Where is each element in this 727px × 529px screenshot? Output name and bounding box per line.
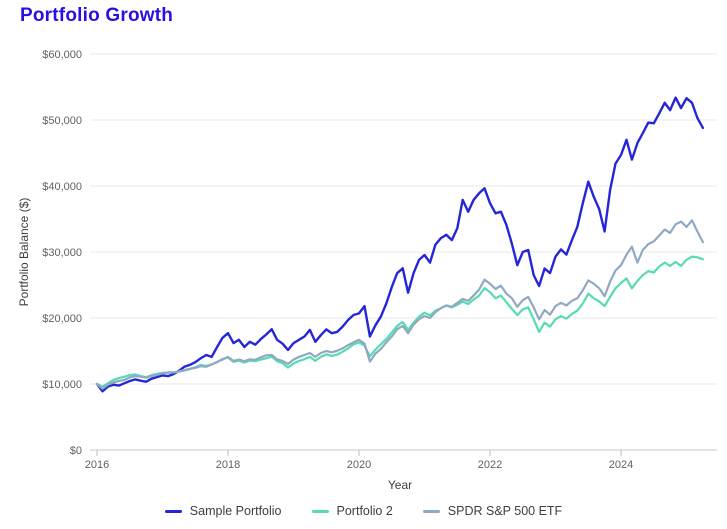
y-tick-label: $10,000 <box>42 379 82 391</box>
series-line-spdr-s-p-500-etf <box>95 219 705 390</box>
legend-label: Sample Portfolio <box>189 504 282 518</box>
series-lines-group <box>95 96 705 393</box>
y-tick-label: $40,000 <box>42 181 82 193</box>
y-tick-label: $60,000 <box>42 49 82 61</box>
x-tick-label: 2016 <box>85 459 109 471</box>
x-tick-label: 2022 <box>478 459 502 471</box>
plot-area[interactable] <box>90 54 717 450</box>
x-tick-label: 2018 <box>216 459 240 471</box>
chart-legend: Sample Portfolio Portfolio 2 SPDR S&P 50… <box>0 504 727 518</box>
legend-item-sample-portfolio[interactable]: Sample Portfolio <box>164 504 282 518</box>
portfolio-2-swatch-icon <box>311 509 329 513</box>
legend-item-portfolio-2[interactable]: Portfolio 2 <box>311 504 393 518</box>
x-axis-title: Year <box>388 478 412 492</box>
y-axis-labels-group: $0 $10,000 $20,000 $30,000 $40,000 $50,000 $60… <box>42 49 82 457</box>
page-title: Portfolio Growth <box>20 5 174 26</box>
x-tick-label: 2020 <box>347 459 371 471</box>
spdr-sp500-etf-swatch-icon <box>422 509 440 513</box>
gridlines-group <box>90 53 717 451</box>
x-axis-ticks-group: 2016 2018 2020 2022 2024 <box>85 450 633 471</box>
y-tick-label: $0 <box>70 445 82 457</box>
y-tick-label: $50,000 <box>42 115 82 127</box>
y-tick-label: $30,000 <box>42 247 82 259</box>
legend-label: SPDR S&P 500 ETF <box>447 504 563 518</box>
series-line-sample-portfolio <box>95 96 705 393</box>
sample-portfolio-swatch-icon <box>164 509 182 513</box>
y-tick-label: $20,000 <box>42 313 82 325</box>
y-axis-title: Portfolio Balance ($) <box>17 198 31 307</box>
x-tick-label: 2024 <box>609 459 633 471</box>
legend-label: Portfolio 2 <box>336 504 393 518</box>
legend-item-spdr-sp500-etf[interactable]: SPDR S&P 500 ETF <box>422 504 563 518</box>
